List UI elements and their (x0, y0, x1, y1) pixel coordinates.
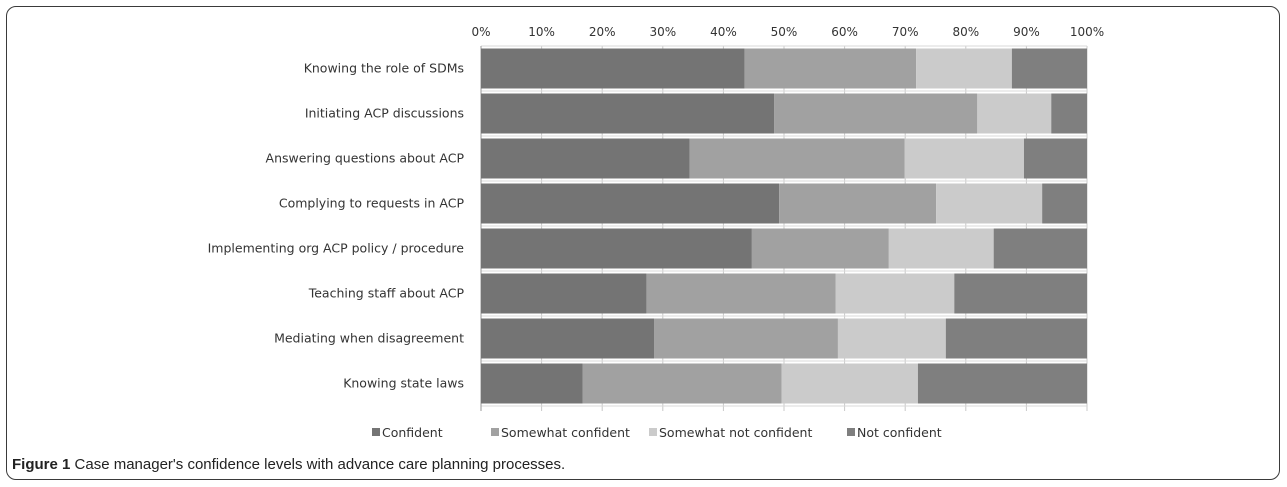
bar-segment-2 (904, 138, 1024, 179)
figure-caption: Figure 1 Case manager's confidence level… (12, 456, 565, 473)
legend-swatch (372, 428, 380, 436)
bar-segment-3 (1023, 138, 1087, 179)
x-tick-label: 70% (892, 25, 919, 39)
legend-label: Somewhat confident (501, 425, 630, 440)
bar-segment-2 (936, 183, 1043, 224)
category-label: Initiating ACP discussions (305, 106, 464, 121)
bar-segment-3 (1051, 93, 1087, 134)
bar-segment-1 (646, 273, 836, 314)
category-label: Complying to requests in ACP (279, 196, 465, 211)
bar-segment-3 (945, 318, 1087, 359)
bar-segment-0 (481, 363, 583, 404)
legend-swatch (649, 428, 657, 436)
figure-label: Figure 1 (12, 456, 71, 473)
bar-segment-2 (916, 48, 1012, 89)
x-tick-label: 100% (1070, 25, 1104, 39)
x-tick-label: 90% (1013, 25, 1040, 39)
bar-segment-1 (751, 228, 889, 269)
category-label: Knowing state laws (343, 376, 464, 391)
x-tick-label: 30% (649, 25, 676, 39)
legend-swatch (491, 428, 499, 436)
caption-text: Case manager's confidence levels with ad… (70, 456, 566, 473)
x-tick-label: 80% (952, 25, 979, 39)
bar-segment-3 (917, 363, 1087, 404)
bar-segment-1 (744, 48, 917, 89)
category-label: Answering questions about ACP (266, 151, 465, 166)
x-tick-label: 20% (589, 25, 616, 39)
legend-label: Not confident (857, 425, 942, 440)
bar-segment-1 (689, 138, 905, 179)
bar-segment-2 (977, 93, 1052, 134)
bar-segment-2 (835, 273, 955, 314)
bar-segment-0 (481, 318, 655, 359)
bar-segment-0 (481, 48, 745, 89)
category-label: Mediating when disagreement (274, 331, 464, 346)
category-label: Knowing the role of SDMs (304, 61, 464, 76)
bar-segment-3 (954, 273, 1087, 314)
x-tick-label: 40% (710, 25, 737, 39)
bar-segment-1 (654, 318, 838, 359)
x-tick-label: 60% (831, 25, 858, 39)
category-label: Teaching staff about ACP (308, 286, 465, 301)
bar-segment-2 (781, 363, 918, 404)
bar-segment-0 (481, 138, 690, 179)
bar-segment-3 (993, 228, 1087, 269)
bar-segment-1 (774, 93, 978, 134)
legend-label: Confident (382, 425, 443, 440)
bar-segment-3 (1042, 183, 1087, 224)
x-tick-label: 0% (471, 25, 490, 39)
x-tick-label: 10% (528, 25, 555, 39)
bar-segment-2 (837, 318, 946, 359)
legend-swatch (847, 428, 855, 436)
bar-segment-0 (481, 183, 780, 224)
category-label: Implementing org ACP policy / procedure (208, 241, 465, 256)
bar-segment-0 (481, 273, 647, 314)
legend-label: Somewhat not confident (659, 425, 812, 440)
bar-segment-0 (481, 93, 775, 134)
x-tick-label: 50% (771, 25, 798, 39)
bar-segment-2 (888, 228, 994, 269)
bar-segment-1 (779, 183, 937, 224)
bar-segment-3 (1011, 48, 1087, 89)
bar-segment-0 (481, 228, 752, 269)
bar-segment-1 (582, 363, 782, 404)
